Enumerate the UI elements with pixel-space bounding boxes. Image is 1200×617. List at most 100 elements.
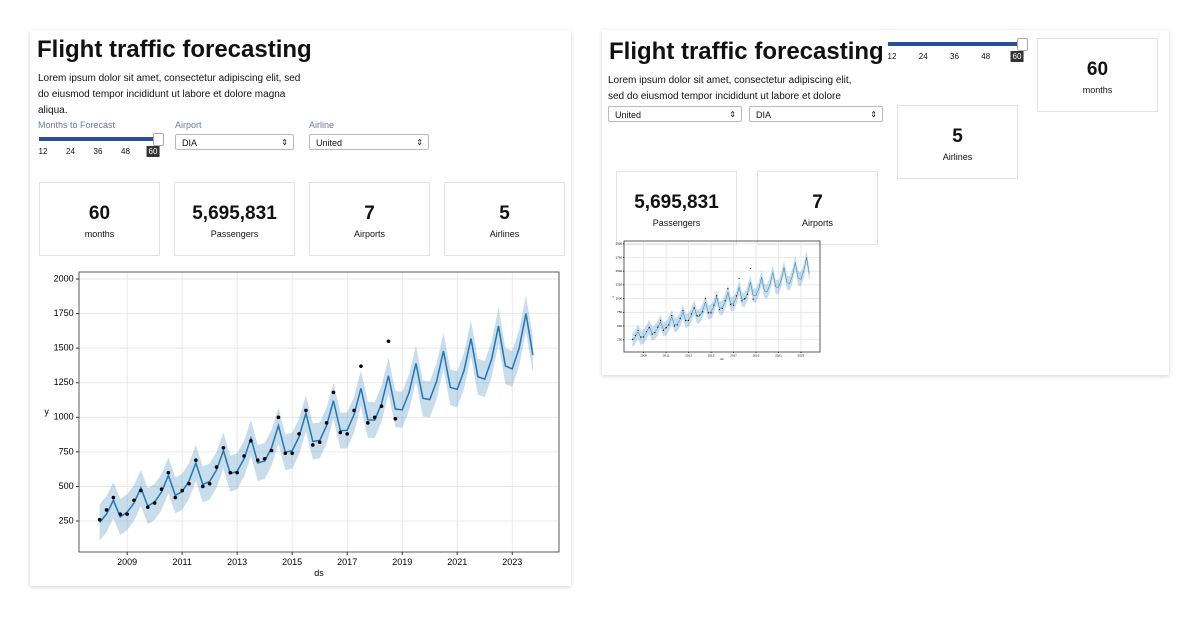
observed-point xyxy=(665,327,667,329)
stat-value: 5 xyxy=(952,126,963,147)
slider-handle xyxy=(1017,38,1028,51)
stat-card: 60 months xyxy=(1037,38,1158,112)
observed-point xyxy=(673,325,676,327)
stat-value: 5,695,831 xyxy=(634,192,719,213)
observed-point xyxy=(746,293,749,295)
stat-label: Airports xyxy=(801,218,833,228)
x-tick-label: 2021 xyxy=(775,353,782,357)
observed-point xyxy=(214,465,219,469)
stat-label: months xyxy=(1082,85,1113,95)
observed-point xyxy=(724,300,726,302)
observed-point xyxy=(749,267,751,270)
observed-point xyxy=(730,304,732,306)
slider-tick-label: 24 xyxy=(66,147,75,156)
observed-point xyxy=(685,319,687,322)
observed-point xyxy=(132,498,136,503)
plot-frame xyxy=(623,240,821,353)
observed-point xyxy=(671,315,673,317)
observed-point xyxy=(276,415,281,420)
observed-point xyxy=(682,310,684,312)
airline-select[interactable]: United xyxy=(608,106,742,123)
airline-label: Airline xyxy=(309,120,335,130)
stat-card: 5 Airlines xyxy=(444,182,565,256)
y-tick-label: 500 xyxy=(59,481,74,491)
observed-point xyxy=(738,277,740,279)
observed-point xyxy=(651,333,653,335)
observed-point xyxy=(290,451,294,456)
observed-point xyxy=(111,495,116,500)
observed-point xyxy=(741,300,743,302)
observed-point xyxy=(386,339,391,344)
x-tick-label: 2015 xyxy=(282,557,302,567)
slider-fill xyxy=(888,42,1022,46)
observed-point xyxy=(732,304,735,306)
observed-point xyxy=(693,307,695,309)
y-tick-label: 250 xyxy=(617,338,622,342)
airline-select[interactable]: United xyxy=(309,134,429,151)
observed-point xyxy=(366,421,370,425)
observed-point xyxy=(744,298,746,300)
y-axis-label: y xyxy=(44,406,49,416)
observed-point xyxy=(690,313,692,315)
observed-point xyxy=(331,390,336,395)
airport-label: Airport xyxy=(175,120,202,130)
airport-select[interactable]: DIA xyxy=(175,134,294,151)
x-tick-label: 2013 xyxy=(227,557,247,567)
observed-point xyxy=(221,445,226,450)
x-tick-label: 2009 xyxy=(640,353,647,357)
observed-point xyxy=(283,451,288,456)
airport-select[interactable]: DIA xyxy=(749,106,883,123)
stat-card: 5,695,831 Passengers xyxy=(174,182,295,256)
observed-point xyxy=(659,319,662,322)
observed-point xyxy=(687,319,690,322)
x-tick-label: 2017 xyxy=(337,557,357,567)
observed-point xyxy=(718,308,721,311)
observed-point xyxy=(727,288,729,290)
x-tick-label: 2013 xyxy=(685,353,692,357)
y-tick-label: 1000 xyxy=(616,296,623,300)
observed-point xyxy=(242,454,246,458)
stat-value: 5 xyxy=(499,203,510,224)
forecast-line xyxy=(99,313,534,523)
x-tick-label: 2011 xyxy=(172,557,191,567)
stat-card: 60 months xyxy=(39,182,160,256)
observed-point xyxy=(668,324,670,326)
stat-card: 5,695,831 Passengers xyxy=(616,171,737,245)
x-tick-label: 2011 xyxy=(663,353,670,357)
stat-card: 7 Airports xyxy=(757,171,878,245)
observed-point xyxy=(379,404,384,409)
observed-point xyxy=(317,440,322,445)
observed-point xyxy=(372,415,377,420)
slider-fill xyxy=(39,137,158,141)
slider-tick-label: 48 xyxy=(121,147,130,156)
stat-card: 5 Airlines xyxy=(897,105,1018,179)
observed-point xyxy=(352,408,356,413)
observed-point xyxy=(657,326,659,328)
observed-point xyxy=(145,505,150,510)
observed-point xyxy=(180,488,184,493)
y-tick-label: 750 xyxy=(59,446,74,456)
observed-point xyxy=(676,324,678,326)
stat-label: Passengers xyxy=(210,229,259,239)
observed-point xyxy=(702,311,704,313)
observed-point xyxy=(159,487,164,492)
stat-label: Airlines xyxy=(942,152,973,162)
stat-value: 60 xyxy=(1086,59,1109,80)
y-tick-label: 1750 xyxy=(54,308,74,318)
stat-value: 60 xyxy=(88,203,111,224)
observed-point xyxy=(97,517,102,522)
y-tick-label: 750 xyxy=(617,310,622,314)
observed-point xyxy=(152,501,157,505)
observed-point xyxy=(704,298,707,300)
x-tick-label: 2015 xyxy=(708,353,715,357)
y-tick-label: 1500 xyxy=(616,269,623,273)
observed-point xyxy=(194,458,198,462)
observed-point xyxy=(249,439,253,443)
observed-point xyxy=(262,457,267,461)
stat-value: 5,695,831 xyxy=(192,203,277,224)
slider-tick-label: 36 xyxy=(93,147,103,156)
slider-track xyxy=(39,137,158,141)
y-tick-label: 1500 xyxy=(54,343,74,353)
observed-point xyxy=(645,330,648,333)
x-tick-label: 2009 xyxy=(117,557,137,567)
